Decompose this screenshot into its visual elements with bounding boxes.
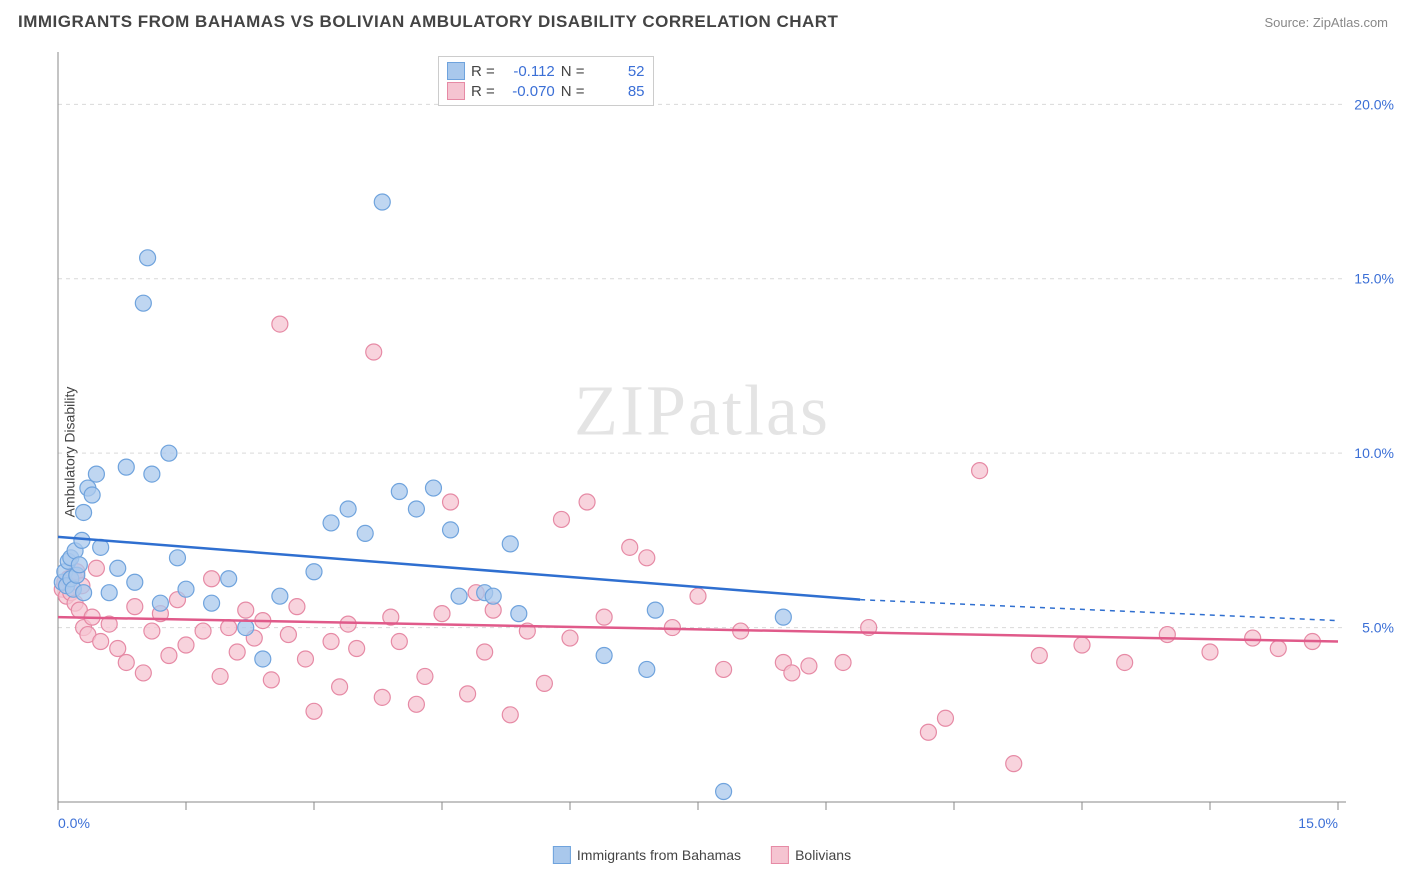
y-axis-label: Ambulatory Disability (61, 387, 77, 518)
stats-value: 85 (591, 83, 645, 100)
stats-swatch-icon (447, 82, 465, 100)
source-label: Source: ZipAtlas.com (1264, 15, 1388, 30)
legend-swatch-icon (771, 846, 789, 864)
stats-value: -0.112 (501, 63, 555, 80)
stats-row: R = -0.112 N = 52 (447, 61, 645, 81)
legend-label: Bolivians (795, 847, 851, 863)
stats-value: 52 (591, 63, 645, 80)
svg-text:15.0%: 15.0% (1354, 271, 1394, 287)
scatter-chart: 5.0% 10.0% 15.0% 20.0% 0.0% 15.0% (8, 42, 1396, 862)
svg-text:20.0%: 20.0% (1354, 96, 1394, 112)
legend-item-bahamas: Immigrants from Bahamas (553, 846, 741, 864)
stats-swatch-icon (447, 62, 465, 80)
stats-label: R = (471, 63, 495, 80)
stats-value: -0.070 (501, 83, 555, 100)
stats-label: N = (561, 83, 585, 100)
svg-text:15.0%: 15.0% (1298, 815, 1338, 831)
legend-item-bolivians: Bolivians (771, 846, 851, 864)
chart-container: Ambulatory Disability ZIPatlas 5.0%10.0%… (8, 42, 1396, 862)
stats-row: R = -0.070 N = 85 (447, 81, 645, 101)
correlation-stats-box: R = -0.112 N = 52 R = -0.070 N = 85 (438, 56, 654, 106)
legend-swatch-icon (553, 846, 571, 864)
svg-text:5.0%: 5.0% (1362, 620, 1394, 636)
chart-title: IMMIGRANTS FROM BAHAMAS VS BOLIVIAN AMBU… (18, 12, 838, 32)
legend-bottom: Immigrants from Bahamas Bolivians (553, 846, 851, 864)
stats-label: R = (471, 83, 495, 100)
stats-label: N = (561, 63, 585, 80)
header-bar: IMMIGRANTS FROM BAHAMAS VS BOLIVIAN AMBU… (8, 8, 1398, 42)
legend-label: Immigrants from Bahamas (577, 847, 741, 863)
svg-text:0.0%: 0.0% (58, 815, 90, 831)
svg-text:10.0%: 10.0% (1354, 445, 1394, 461)
